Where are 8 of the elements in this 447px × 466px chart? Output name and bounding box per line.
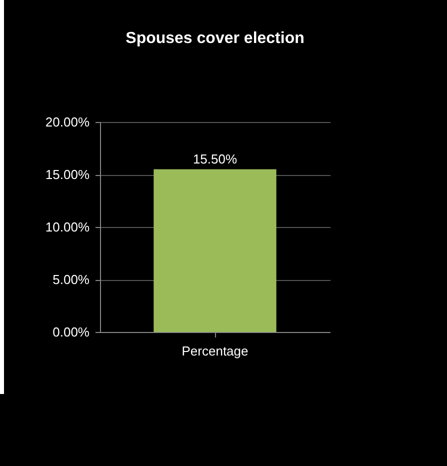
y-tick-label: 0.00%: [52, 324, 90, 340]
chart-title: Spouses cover election: [126, 30, 304, 47]
y-tick-label: 15.00%: [45, 167, 90, 182]
y-tick-label: 10.00%: [45, 220, 90, 234]
y-tick-label: 5.00%: [52, 272, 90, 287]
x-tick-label: Percentage: [182, 344, 248, 358]
y-tick-label: 20.00%: [45, 114, 90, 130]
data-label: 15.50%: [192, 151, 238, 166]
